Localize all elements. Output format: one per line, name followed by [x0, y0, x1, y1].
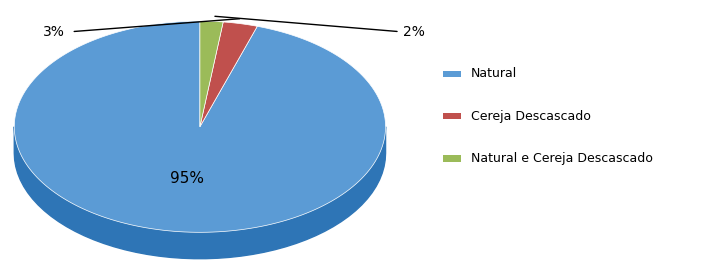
FancyBboxPatch shape: [443, 113, 461, 119]
Polygon shape: [200, 22, 257, 127]
FancyBboxPatch shape: [443, 70, 461, 77]
Text: 95%: 95%: [170, 171, 204, 186]
FancyBboxPatch shape: [443, 155, 461, 162]
Polygon shape: [14, 21, 386, 232]
Text: Natural e Cereja Descascado: Natural e Cereja Descascado: [471, 152, 653, 165]
Text: 2%: 2%: [403, 25, 426, 39]
Text: 3%: 3%: [43, 25, 65, 39]
Text: Natural: Natural: [471, 67, 518, 81]
Polygon shape: [14, 127, 386, 259]
Text: Cereja Descascado: Cereja Descascado: [471, 110, 591, 123]
Polygon shape: [200, 21, 223, 127]
